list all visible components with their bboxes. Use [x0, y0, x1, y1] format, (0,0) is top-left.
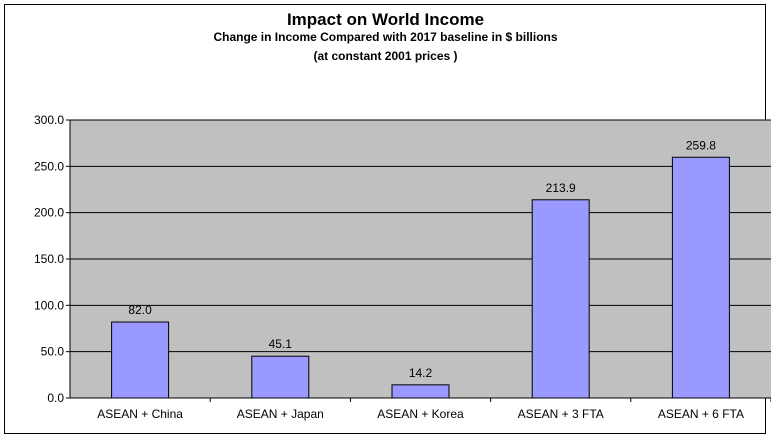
x-tick-label: ASEAN + Korea — [377, 407, 464, 421]
bar — [391, 384, 450, 399]
data-label: 259.8 — [686, 138, 716, 152]
data-label: 45.1 — [269, 337, 293, 351]
chart-subtitle-2: (at constant 2001 prices ) — [313, 49, 458, 63]
bar — [111, 321, 170, 399]
x-tick-label: ASEAN + Japan — [237, 407, 324, 421]
x-tick-label: ASEAN + China — [97, 407, 183, 421]
x-tick-label: ASEAN + 6 FTA — [658, 407, 744, 421]
bar — [671, 156, 730, 399]
data-label: 213.9 — [546, 181, 576, 195]
y-tick-label: 200.0 — [34, 206, 64, 220]
y-tick-label: 250.0 — [34, 159, 64, 173]
y-tick-label: 300.0 — [34, 113, 64, 127]
y-tick-label: 50.0 — [41, 345, 65, 359]
chart-subtitle: Change in Income Compared with 2017 base… — [213, 30, 558, 44]
y-tick-label: 0.0 — [47, 391, 64, 405]
data-label: 14.2 — [409, 366, 433, 380]
data-label: 82.0 — [128, 303, 152, 317]
y-tick-label: 100.0 — [34, 298, 64, 312]
x-tick-label: ASEAN + 3 FTA — [518, 407, 604, 421]
bar — [531, 199, 590, 399]
y-tick-label: 150.0 — [34, 252, 64, 266]
bar — [251, 355, 310, 399]
chart-title: Impact on World Income — [286, 10, 485, 29]
